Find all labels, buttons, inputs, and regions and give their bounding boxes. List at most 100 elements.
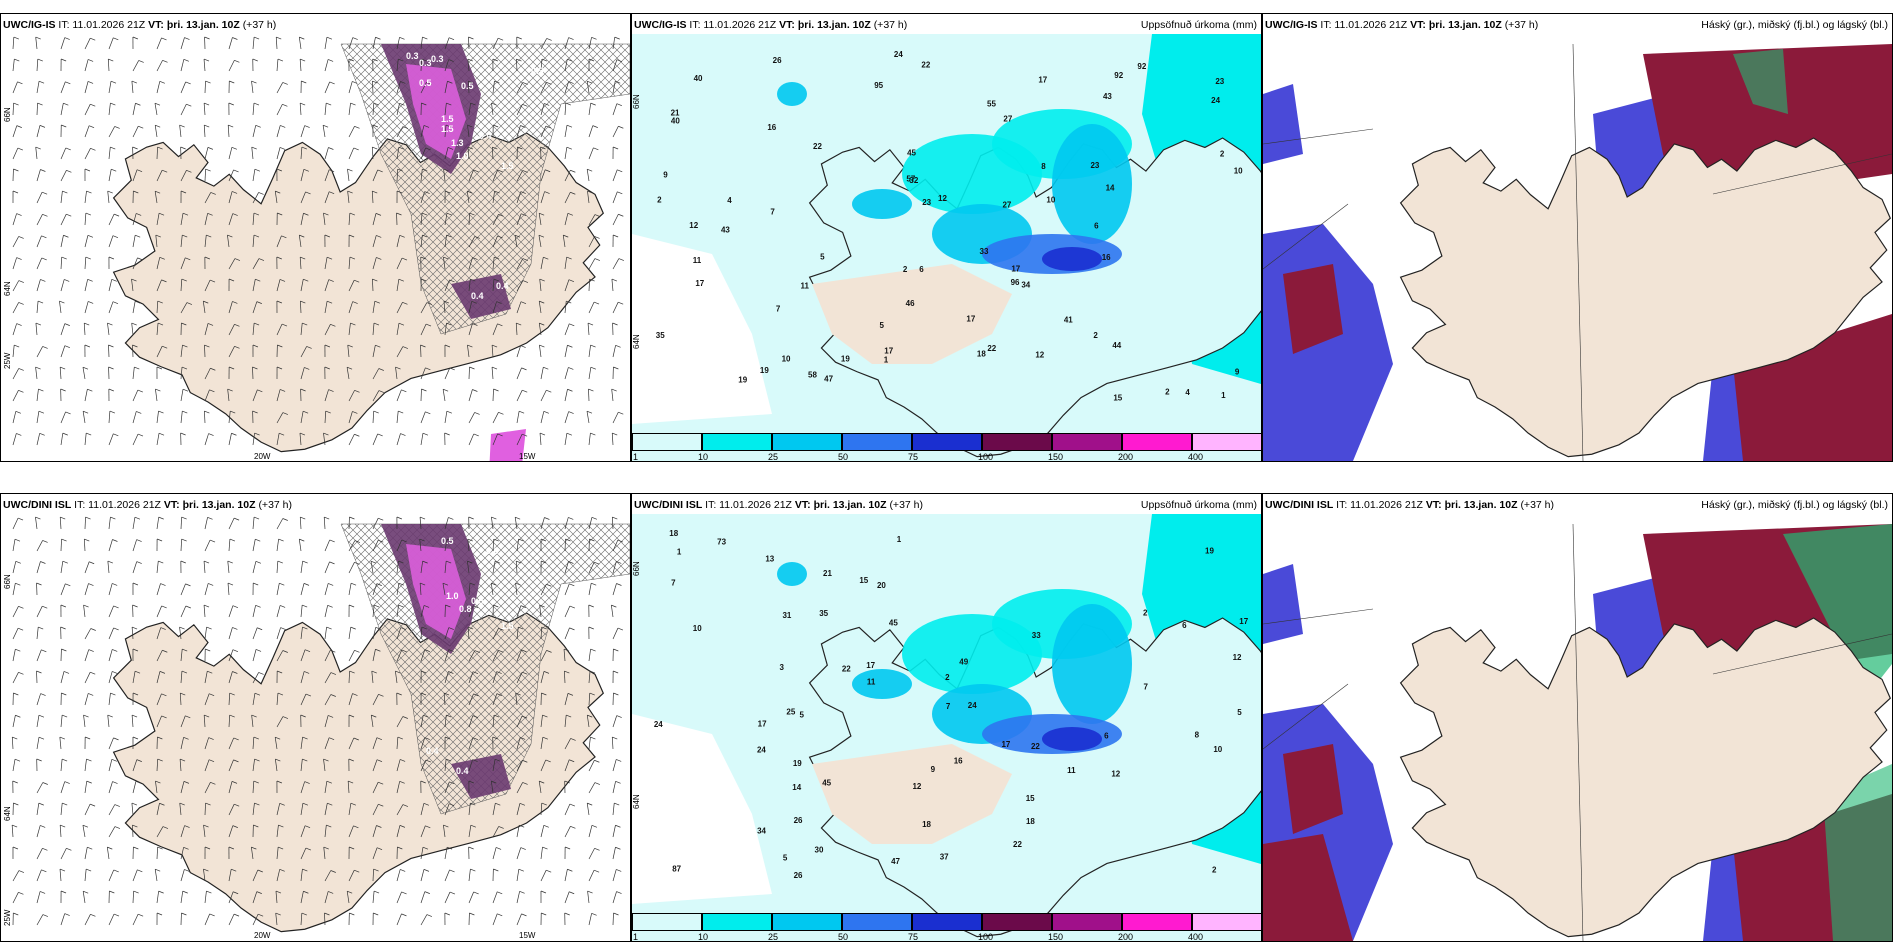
wind-barb (12, 672, 19, 684)
wind-barb-flag (617, 169, 623, 173)
wind-barb (564, 170, 571, 182)
wind-barb (60, 913, 66, 926)
wind-barb (203, 605, 206, 618)
wind-barb-flag (446, 410, 453, 414)
wind-barb (36, 914, 44, 926)
wind-barb-flag (203, 868, 209, 872)
wind-barb (84, 301, 89, 314)
wind-barb (516, 258, 524, 270)
wind-barb-flag (282, 650, 288, 653)
lon-label-20w: 20W (254, 931, 271, 940)
wind-barb-flag (13, 912, 19, 916)
wind-barb-flag (567, 344, 573, 348)
wind-barb-flag (300, 300, 306, 304)
wind-barb (444, 671, 449, 684)
wind-barb-flag (402, 301, 408, 305)
wind-barb (156, 37, 162, 50)
wind-barb-flag (231, 868, 237, 872)
wind-barb-flag (468, 80, 474, 84)
wind-barb (396, 103, 400, 116)
wind-barb (515, 583, 518, 596)
wind-barb (396, 561, 399, 574)
precip-value: 19 (841, 355, 850, 364)
wind-barb (588, 649, 591, 662)
wind-barb (468, 433, 475, 446)
wind-barb-flag (37, 58, 43, 62)
colorbar-label: 50 (838, 932, 849, 942)
precip-value: 8 (1195, 731, 1200, 740)
wind-barb-flag (614, 802, 620, 806)
wind-barb (275, 891, 278, 904)
wind-barb (156, 627, 162, 640)
wind-barb (108, 344, 110, 358)
wind-barb-flag (422, 36, 428, 40)
wind-barb (228, 649, 234, 662)
wind-barb-flag (542, 846, 548, 850)
wind-barb (588, 583, 592, 596)
precip-value: 21 (823, 569, 832, 578)
dry-region (632, 234, 772, 424)
wind-barb (322, 125, 326, 138)
wind-barb-flag (421, 278, 427, 282)
wind-barb (228, 714, 231, 728)
wind-barb-flag (112, 781, 118, 784)
wind-barb-flag (182, 234, 188, 238)
wind-barb-flag (396, 212, 402, 216)
wind-barb (443, 825, 446, 838)
wind-barb-flag (158, 560, 164, 564)
wind-barb-flag (522, 280, 529, 283)
wind-barb-flag (253, 780, 259, 784)
wind-barb-flag (232, 825, 238, 828)
wind-barb-flag (303, 890, 309, 894)
wind-barb (60, 170, 67, 182)
wind-barb (492, 650, 499, 662)
precip-value: 24 (757, 746, 766, 755)
wind-barb-flag (18, 368, 24, 371)
wind-barb-flag (138, 60, 144, 63)
precip-value: 73 (717, 538, 726, 547)
wind-barb (396, 346, 404, 358)
wind-barb (132, 213, 137, 226)
wind-barb-flag (253, 36, 260, 40)
wind-barb (444, 81, 448, 94)
wind-barb (468, 715, 474, 728)
wind-barb-flag (133, 190, 139, 194)
wind-barb (612, 627, 619, 640)
panel-header: UWC/DINI ISL IT: 11.01.2026 21Z VT: þri.… (634, 497, 1257, 513)
wind-barb (228, 301, 233, 314)
precip-value: 15 (1113, 393, 1122, 402)
wind-barb-flag (207, 516, 213, 520)
wind-barb (60, 37, 66, 50)
wind-barb-flag (87, 278, 93, 282)
wind-barb (108, 517, 111, 530)
wind-barb (131, 323, 134, 336)
precip-value: 9 (1235, 368, 1240, 377)
wind-barb-flag (186, 302, 193, 305)
wind-barb (60, 433, 64, 446)
wind-barb-flag (348, 780, 354, 784)
colorbar-swatch (632, 913, 702, 931)
panel-header: UWC/DINI ISL IT: 11.01.2026 21Z VT: þri.… (3, 497, 626, 513)
wind-barb-flag (376, 257, 382, 260)
wind-barb-flag (232, 627, 238, 630)
wind-barb (275, 759, 278, 772)
wind-barb-flag (276, 780, 283, 784)
wind-barb-flag (88, 693, 94, 696)
wind-barb-flag (110, 146, 116, 150)
wind-barb-flag (613, 912, 619, 916)
wind-barb (180, 605, 187, 618)
panel-wind-dini: UWC/DINI ISL IT: 11.01.2026 21Z VT: þri.… (0, 493, 631, 942)
wind-barb (324, 169, 330, 182)
wind-barb-flag (591, 517, 598, 520)
wind-barb-flag (544, 191, 550, 194)
wind-barb-flag (181, 366, 188, 370)
precip-value: 22 (842, 665, 851, 674)
precip-value: 6 (1104, 732, 1109, 741)
wind-barb-flag (12, 190, 19, 194)
wind-barb (588, 760, 595, 772)
wind-barb-flag (279, 147, 286, 150)
wind-barb-flag (570, 191, 576, 195)
wind-barb (442, 389, 446, 402)
wind-barb (204, 192, 212, 204)
wind-barb-flag (136, 169, 143, 173)
